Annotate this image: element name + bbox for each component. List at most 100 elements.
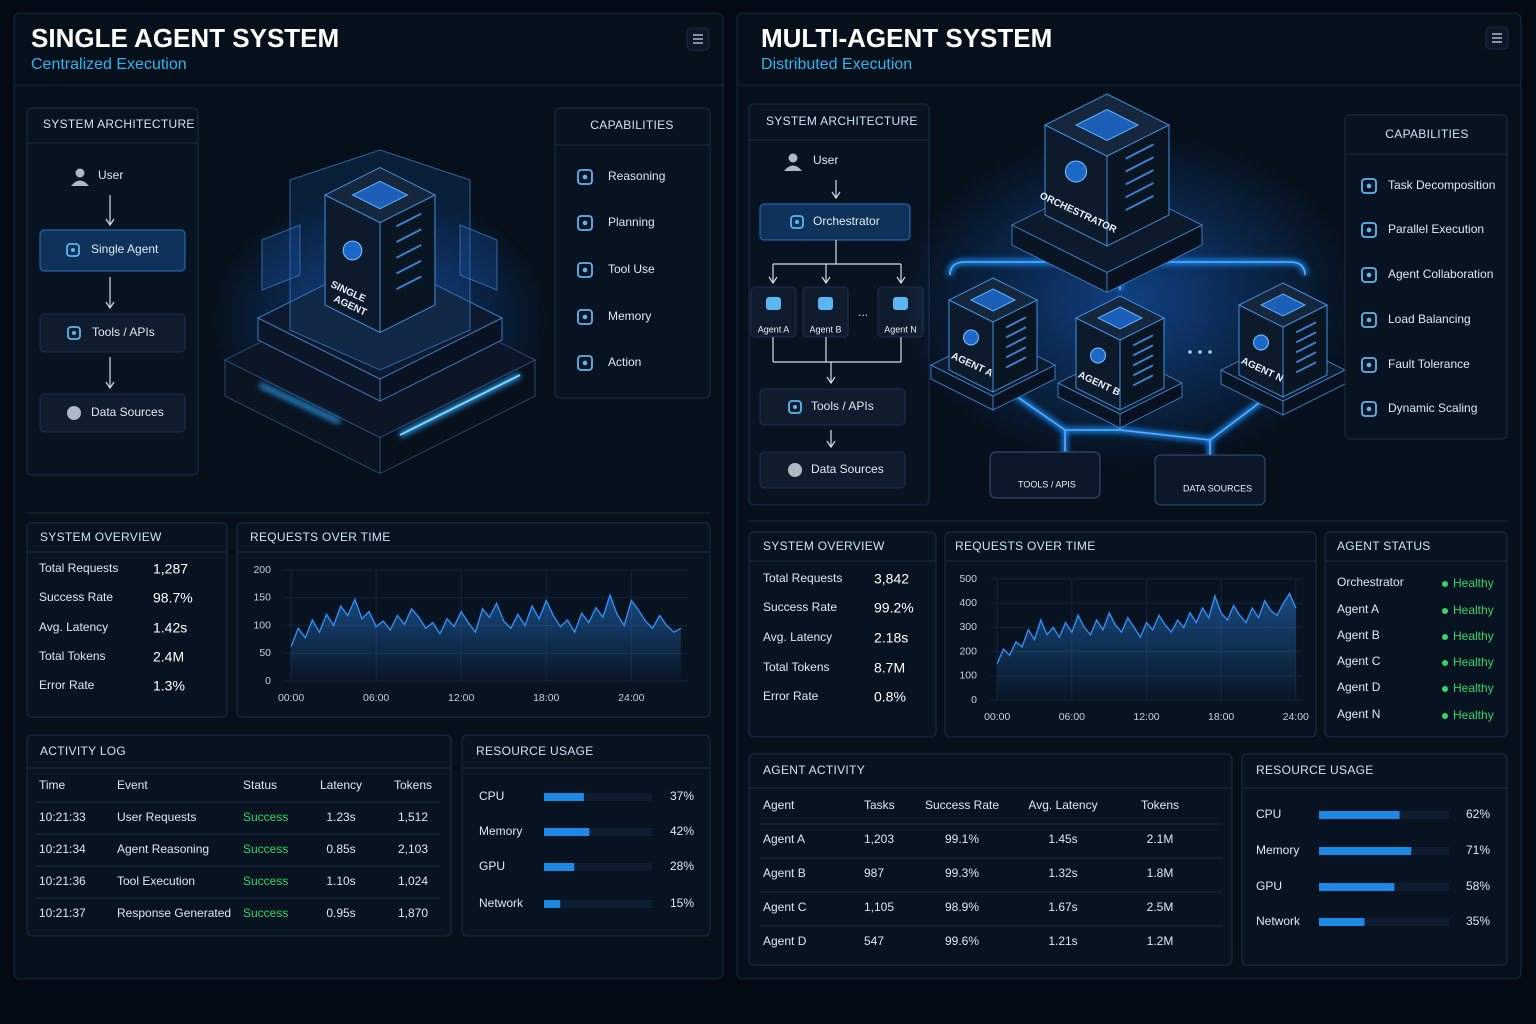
cell: 99.6% <box>945 934 979 948</box>
y-tick-label: 200 <box>253 564 271 576</box>
icon-dot <box>1366 272 1372 278</box>
icon <box>577 215 593 231</box>
column-header: Tasks <box>864 798 895 812</box>
overview-card <box>748 531 937 738</box>
icon <box>577 355 593 371</box>
x-tick-label: 12:00 <box>448 692 474 704</box>
ellipsis-dot <box>1188 350 1192 354</box>
icon-dot <box>1366 317 1372 323</box>
cell: Agent D <box>763 934 807 948</box>
panel-subtitle: Distributed Execution <box>761 56 912 73</box>
cell: 1,105 <box>864 900 894 914</box>
robot-head <box>1090 347 1106 364</box>
metric-value: 2.18s <box>874 630 908 646</box>
server-slot <box>1132 354 1154 367</box>
card-title: RESOURCE USAGE <box>476 744 594 758</box>
line <box>996 592 1297 664</box>
node-label: Data Sources <box>811 462 884 476</box>
bar-track <box>544 793 652 801</box>
icon <box>67 326 81 340</box>
status-dot <box>1442 660 1448 666</box>
cell: 1.67s <box>1048 900 1077 914</box>
y-tick-label: 100 <box>959 670 977 682</box>
card-title: SYSTEM ARCHITECTURE <box>766 114 918 128</box>
icon <box>66 243 80 257</box>
resource-label: GPU <box>1256 879 1282 893</box>
metric-value: 98.7% <box>153 590 193 606</box>
capability: Parallel Execution <box>1388 222 1484 236</box>
agent-label: Agent A <box>758 324 790 334</box>
icon-dot <box>71 248 75 252</box>
bar-track <box>544 828 652 836</box>
cell: Agent C <box>763 900 807 914</box>
value-label: 37% <box>670 789 694 803</box>
icon <box>1361 357 1377 373</box>
node <box>39 229 186 272</box>
cell: Agent B <box>763 866 806 880</box>
robot-icon <box>766 297 781 310</box>
cell: 0.95s <box>326 906 355 920</box>
box-label: TOOLS / APIS <box>1018 479 1076 489</box>
cell: Success <box>243 810 288 824</box>
glass-panel <box>459 224 498 291</box>
metric-value: 1.42s <box>153 620 187 636</box>
icon <box>577 309 593 325</box>
icon-dot <box>1366 362 1372 368</box>
icon-dot <box>582 174 588 180</box>
x-tick-label: 18:00 <box>1208 711 1234 723</box>
agent-status: Healthy <box>1453 708 1494 722</box>
server-slot <box>396 259 422 275</box>
data-box <box>1154 454 1266 506</box>
icon <box>790 215 804 229</box>
architecture-card <box>26 107 199 476</box>
card-title: AGENT ACTIVITY <box>763 763 865 777</box>
server-slot <box>1125 182 1154 199</box>
card-title: SYSTEM OVERVIEW <box>40 530 162 544</box>
arrow-head <box>831 191 841 200</box>
cell: 2.5M <box>1147 900 1174 914</box>
server-slot <box>1132 344 1154 357</box>
icon-dot <box>793 405 797 409</box>
bar <box>1319 883 1395 891</box>
status-card <box>1324 531 1508 738</box>
column-header: Success Rate <box>925 798 999 812</box>
panel-title: MULTI-AGENT SYSTEM <box>761 23 1052 53</box>
box-label: DATA SOURCES <box>1183 483 1252 493</box>
panel-title: SINGLE AGENT SYSTEM <box>31 23 339 53</box>
server-slot <box>396 228 422 243</box>
resource-label: Memory <box>479 824 522 838</box>
card-title: REQUESTS OVER TIME <box>955 539 1096 553</box>
cell: 1.10s <box>326 874 355 888</box>
table-card <box>748 753 1233 966</box>
server-slot <box>1005 326 1027 339</box>
capability: Fault Tolerance <box>1388 357 1470 371</box>
node-label: Data Sources <box>91 405 164 419</box>
agent-name: Agent N <box>1337 707 1380 721</box>
bar <box>544 793 584 801</box>
node-label: Tools / APIs <box>92 325 155 339</box>
node <box>39 393 186 433</box>
card-title: ACTIVITY LOG <box>40 744 126 758</box>
node <box>759 203 911 241</box>
cube-chip <box>351 180 409 210</box>
column-header: Tokens <box>394 778 432 792</box>
x-tick-label: 12:00 <box>1133 711 1159 723</box>
icon <box>1361 222 1377 238</box>
ellipsis-dot <box>1198 350 1202 354</box>
y-tick-label: 150 <box>253 592 271 604</box>
arrow-head <box>768 276 778 285</box>
server-slot <box>1125 156 1154 173</box>
card-title: RESOURCE USAGE <box>1256 763 1374 777</box>
status-dot <box>1442 634 1448 640</box>
agent-status: Healthy <box>1453 655 1494 669</box>
agent-status: Healthy <box>1453 576 1494 590</box>
cube-chip <box>1259 293 1307 317</box>
server-slot <box>1125 143 1154 160</box>
line <box>290 592 682 647</box>
metric-label: Success Rate <box>39 590 113 604</box>
server-slot <box>1125 194 1154 212</box>
icon <box>1361 178 1377 194</box>
cell: 1.45s <box>1048 832 1077 846</box>
metric-label: Avg. Latency <box>39 620 108 634</box>
